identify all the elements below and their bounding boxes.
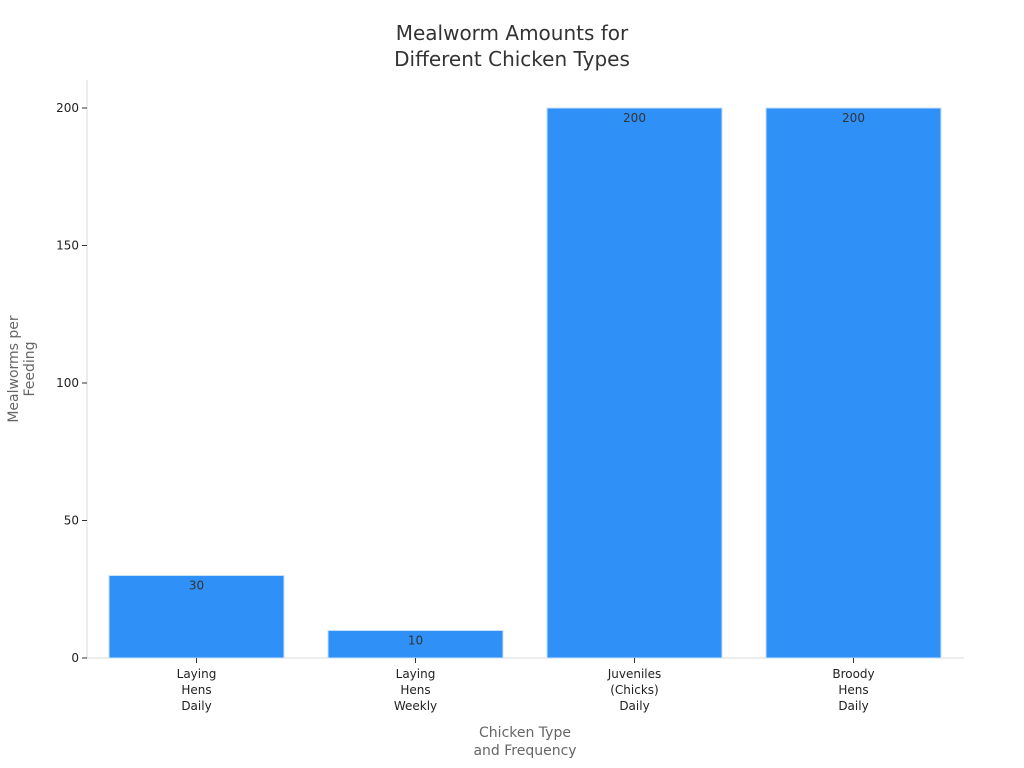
chart-title-line-1: Mealworm Amounts for — [396, 21, 629, 45]
bar — [765, 107, 942, 659]
y-tick-label: 100 — [56, 376, 79, 390]
y-axis-title: Mealworms per Feeding — [6, 315, 38, 423]
chart-title-line-2: Different Chicken Types — [394, 47, 630, 71]
x-axis-title-line-2: and Frequency — [473, 743, 576, 759]
x-tick-label: Daily — [838, 699, 868, 713]
data-labels: 30 10 200 200 — [189, 111, 865, 648]
x-tick-label: Weekly — [394, 699, 437, 713]
y-tick-label: 150 — [56, 239, 79, 253]
x-tick-label: Hens — [838, 683, 868, 697]
x-axis-ticks: Laying Hens Daily Laying Hens Weekly Juveniles… — [177, 658, 875, 713]
bar — [546, 107, 723, 659]
y-axis-title-line-1: Mealworms per — [6, 315, 22, 423]
x-tick-label: (Chicks) — [610, 683, 658, 697]
bar-value-label: 200 — [623, 111, 646, 125]
bar-value-label: 10 — [408, 634, 423, 648]
x-tick-label: Hens — [181, 683, 211, 697]
x-tick-label: Laying — [396, 667, 436, 681]
x-tick-label: Broody — [832, 667, 874, 681]
chart-title: Mealworm Amounts for Different Chicken T… — [394, 21, 630, 71]
x-tick-label: Daily — [619, 699, 649, 713]
y-tick-label: 200 — [56, 101, 79, 115]
x-tick-label: Juveniles — [607, 667, 662, 681]
x-axis-title-line-1: Chicken Type — [479, 725, 571, 741]
bar — [327, 630, 504, 659]
y-axis-title-line-2: Feeding — [22, 341, 38, 396]
x-tick-label: Hens — [400, 683, 430, 697]
y-axis-ticks: 0 50 100 150 200 — [56, 101, 87, 665]
bar-series — [108, 107, 942, 659]
x-tick-label: Laying — [177, 667, 217, 681]
y-tick-label: 0 — [71, 651, 79, 665]
bar-value-label: 200 — [842, 111, 865, 125]
x-axis-title: Chicken Type and Frequency — [473, 725, 576, 759]
bar-value-label: 30 — [189, 579, 204, 593]
y-tick-label: 50 — [64, 514, 79, 528]
x-tick-label: Daily — [181, 699, 211, 713]
